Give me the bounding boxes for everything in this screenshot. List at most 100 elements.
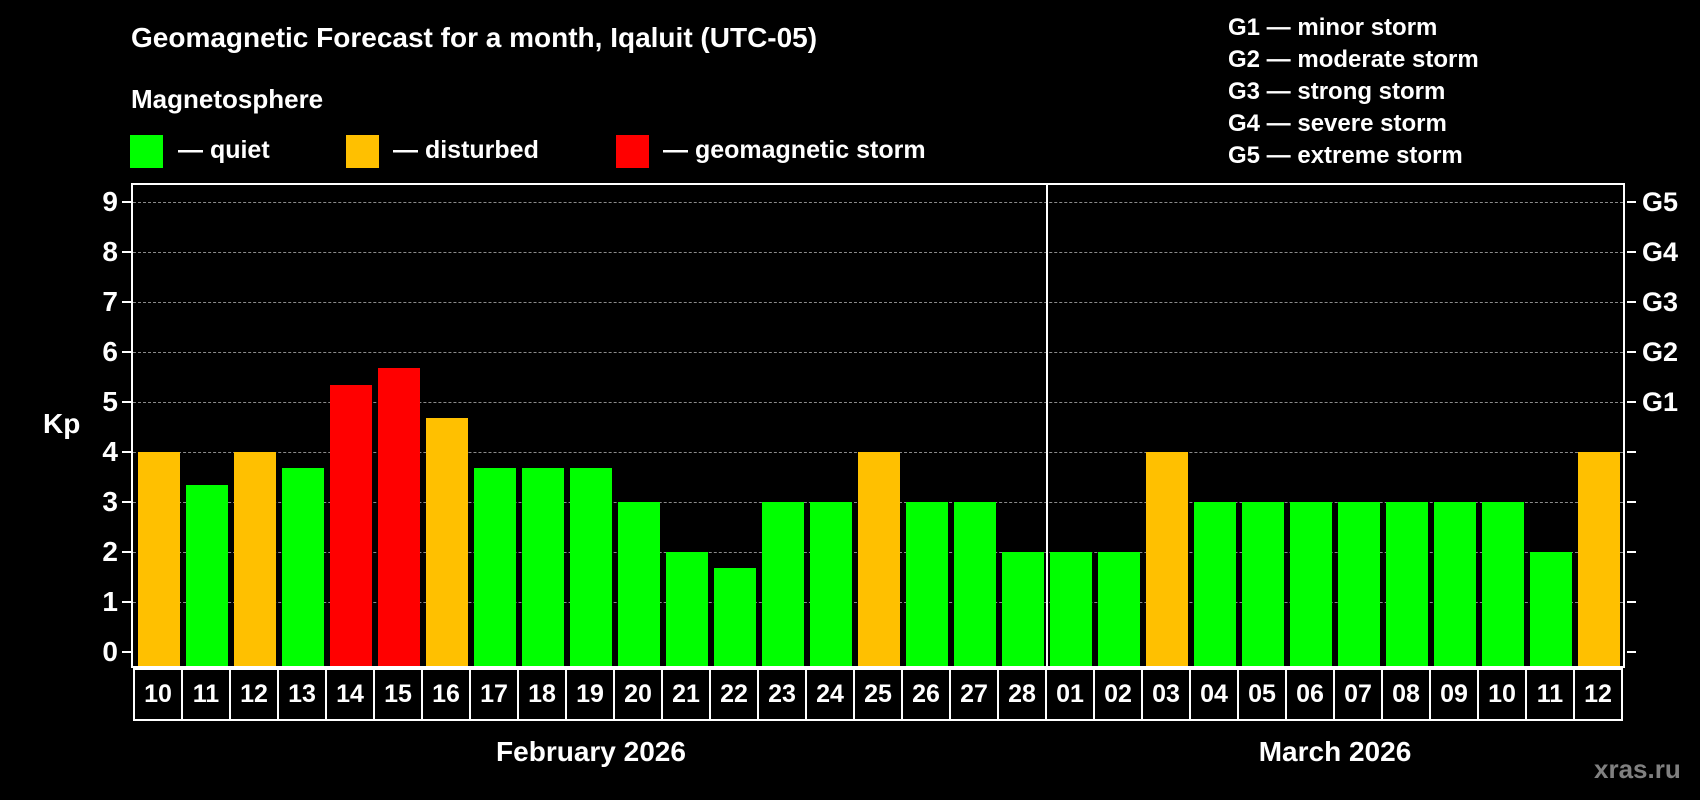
- date-cell: 21: [663, 670, 711, 719]
- y-tick: [122, 601, 131, 603]
- kp-bar: [1338, 502, 1380, 666]
- y-tick: [122, 401, 131, 403]
- kp-bar: [1098, 552, 1140, 666]
- kp-bar: [186, 485, 228, 666]
- g-level-label: G1: [1642, 387, 1679, 417]
- date-cell: 26: [903, 670, 951, 719]
- g-level-label: G2: [1642, 337, 1679, 367]
- y-tick-label: 6: [102, 336, 118, 367]
- watermark: xras.ru: [1594, 754, 1681, 784]
- kp-bar: [1530, 552, 1572, 666]
- date-cell: 27: [951, 670, 999, 719]
- kp-bar: [1290, 502, 1332, 666]
- legend-label-storm: — geomagnetic storm: [663, 136, 926, 164]
- right-tick: [1627, 251, 1636, 253]
- date-cell: 11: [1527, 670, 1575, 719]
- right-tick: [1627, 401, 1636, 403]
- date-cell: 04: [1191, 670, 1239, 719]
- right-tick: [1627, 601, 1636, 603]
- kp-bar: [570, 468, 612, 666]
- kp-bar: [954, 502, 996, 666]
- right-tick: [1627, 301, 1636, 303]
- y-tick-label: 9: [102, 186, 118, 217]
- g-scale-item: G3 — strong storm: [1228, 78, 1446, 105]
- y-tick-label: 8: [102, 236, 118, 267]
- y-tick-label: 4: [102, 436, 118, 467]
- right-tick: [1627, 551, 1636, 553]
- date-cell: 20: [615, 670, 663, 719]
- kp-bar: [138, 452, 180, 666]
- date-cell: 25: [855, 670, 903, 719]
- date-cell: 11: [183, 670, 231, 719]
- gridline: [133, 352, 1623, 353]
- right-tick: [1627, 351, 1636, 353]
- date-cell: 03: [1143, 670, 1191, 719]
- gridline: [133, 402, 1623, 403]
- kp-bar: [426, 418, 468, 666]
- kp-bar: [906, 502, 948, 666]
- y-tick: [122, 251, 131, 253]
- kp-bar: [1386, 502, 1428, 666]
- g-level-label: G5: [1642, 187, 1679, 217]
- date-cell: 12: [1584, 680, 1612, 708]
- right-tick: [1627, 501, 1636, 503]
- date-cell: 01: [1047, 670, 1095, 719]
- kp-bar: [714, 568, 756, 666]
- kp-bar: [330, 385, 372, 666]
- kp-bar: [1194, 502, 1236, 666]
- chart-title: Geomagnetic Forecast for a month, Iqalui…: [131, 22, 818, 53]
- g-level-label: G4: [1642, 237, 1679, 267]
- kp-bar: [522, 468, 564, 666]
- g-scale-item: G2 — moderate storm: [1228, 46, 1479, 73]
- kp-bar: [810, 502, 852, 666]
- date-axis: 10 11 12 13 14 15 16 17 18 19 20 21 22 23 24 25 26 27 28 01…: [133, 668, 1623, 721]
- right-tick: [1627, 451, 1636, 453]
- date-cell: 24: [807, 670, 855, 719]
- plot-area: [131, 183, 1625, 668]
- legend-label-quiet: — quiet: [178, 136, 270, 164]
- y-tick-label: 5: [102, 386, 118, 417]
- kp-bar: [1050, 552, 1092, 666]
- y-tick: [122, 651, 131, 653]
- kp-bar: [1146, 452, 1188, 666]
- y-tick: [122, 551, 131, 553]
- month-label-march: March 2026: [1258, 736, 1412, 767]
- date-cell: 08: [1383, 670, 1431, 719]
- date-cell: 12: [231, 670, 279, 719]
- kp-bar: [1482, 502, 1524, 666]
- y-tick: [122, 501, 131, 503]
- month-label-february: February 2026: [496, 736, 686, 767]
- date-cell: 23: [759, 670, 807, 719]
- date-cell: 22: [711, 670, 759, 719]
- kp-bar: [282, 468, 324, 666]
- y-tick: [122, 201, 131, 203]
- kp-bar: [666, 552, 708, 666]
- date-cell: 15: [375, 670, 423, 719]
- kp-bar: [234, 452, 276, 666]
- y-tick-label: 3: [102, 486, 118, 517]
- y-tick: [122, 451, 131, 453]
- kp-bar: [618, 502, 660, 666]
- gridline: [133, 202, 1623, 203]
- y-tick-label: 2: [102, 536, 118, 567]
- kp-bar: [1002, 552, 1044, 666]
- kp-bar: [762, 502, 804, 666]
- date-cell: 05: [1239, 670, 1287, 719]
- legend-swatch-disturbed: [346, 135, 379, 168]
- date-cell: 07: [1335, 670, 1383, 719]
- g-level-label: G3: [1642, 287, 1679, 317]
- kp-bar: [1242, 502, 1284, 666]
- date-cell: 10: [135, 670, 183, 719]
- date-cell: 19: [567, 670, 615, 719]
- y-tick-label: 1: [102, 586, 118, 617]
- date-cell: 13: [279, 670, 327, 719]
- legend-heading: Magnetosphere: [131, 84, 324, 114]
- gridline: [133, 302, 1623, 303]
- date-cell: 06: [1287, 670, 1335, 719]
- g-scale-item: G4 — severe storm: [1228, 110, 1447, 137]
- g-scale-legend: G1 — minor storm G2 — moderate storm G3 …: [1228, 12, 1479, 172]
- y-tick-label: 7: [102, 286, 118, 317]
- right-tick: [1627, 201, 1636, 203]
- y-tick: [122, 351, 131, 353]
- date-cell: 14: [327, 670, 375, 719]
